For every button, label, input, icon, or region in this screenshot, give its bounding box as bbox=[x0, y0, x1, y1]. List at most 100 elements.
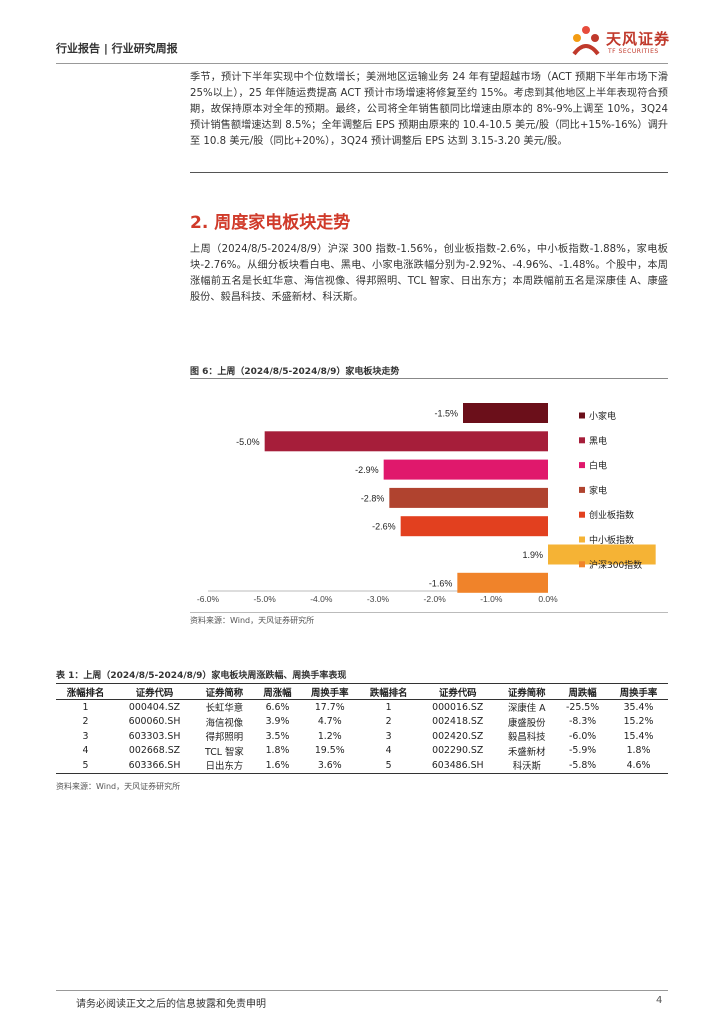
figure-top-rule bbox=[190, 378, 668, 379]
table-title: 表 1：上周（2024/8/5-2024/8/9）家电板块周涨跌幅、周换手率表现 bbox=[56, 671, 347, 681]
x-tick-label: -4.0% bbox=[310, 594, 333, 604]
table-header-cell: 证券简称 bbox=[194, 683, 255, 700]
table-cell: 日出东方 bbox=[194, 758, 255, 774]
table-cell: 002290.SZ bbox=[432, 745, 484, 757]
table-header-cell: 证券代码 bbox=[114, 683, 195, 700]
bar bbox=[457, 572, 548, 593]
bar bbox=[400, 516, 548, 537]
table-header-row: 涨幅排名 证券代码 证券简称 周涨幅 周换手率 跌幅排名 证券代码 证券简称 周跌幅 周换手率 bbox=[56, 683, 668, 700]
table-cell: 4 bbox=[385, 745, 392, 757]
table-cell: 19.5% bbox=[314, 745, 345, 757]
table-cell: 600060.SH bbox=[128, 716, 181, 728]
legend-swatch bbox=[579, 561, 585, 568]
table-header-cell: 证券代码 bbox=[418, 683, 498, 700]
figure-bottom-rule bbox=[190, 612, 668, 613]
table-cell: 15.4% bbox=[623, 730, 654, 742]
table-header-cell: 周跌幅 bbox=[556, 683, 609, 700]
paragraph-underline bbox=[190, 172, 668, 173]
logo-subtitle: TF SECURITIES bbox=[608, 48, 659, 55]
table-cell: 5 bbox=[56, 758, 115, 774]
table-row: 5 603366.SH 日出东方 1.6% 3.6% 5 603486.SH 科沃斯 -5.8%… bbox=[56, 758, 668, 774]
table-cell: 002418.SZ bbox=[432, 716, 484, 728]
table-cell: -8.3% bbox=[569, 716, 597, 728]
table-cell: 3.9% bbox=[265, 716, 290, 728]
table-header-cell: 周涨幅 bbox=[254, 683, 301, 700]
report-type-label: 行业报告 | 行业研究周报 bbox=[56, 42, 178, 55]
bar bbox=[463, 403, 548, 423]
paragraph-intro: 季节，预计下半年实现中个位数增长；美洲地区运输业务 24 年有望超越市场（ACT… bbox=[190, 72, 668, 147]
section-heading: 2. 周度家电板块走势 bbox=[190, 213, 351, 233]
table-cell: 5 bbox=[359, 758, 419, 774]
table-cell: -25.5% bbox=[566, 701, 600, 713]
disclaimer-text: 请务必阅读正文之后的信息披露和免责申明 bbox=[76, 999, 266, 1010]
table-cell: 1.2% bbox=[317, 730, 342, 742]
table-cell: 海信视像 bbox=[205, 717, 244, 729]
table-body: 1 000404.SZ 长虹华意 6.6% 17.7% 1 000016.SZ 深康佳 A -2… bbox=[56, 700, 668, 774]
legend-label: 黑电 bbox=[589, 435, 607, 447]
table-cell: 3 bbox=[385, 730, 392, 742]
legend-swatch bbox=[579, 462, 585, 469]
x-tick-label: -5.0% bbox=[254, 594, 277, 604]
table-cell: 1 bbox=[82, 701, 89, 713]
table-cell: 科沃斯 bbox=[497, 758, 557, 774]
x-tick-label: 0.0% bbox=[538, 594, 558, 604]
bar bbox=[389, 487, 548, 508]
legend-swatch bbox=[579, 412, 585, 419]
x-tick-label: -1.0% bbox=[480, 594, 503, 604]
table-cell: 603303.SH bbox=[128, 730, 181, 742]
table-cell: 禾盛新材 bbox=[508, 746, 546, 758]
figure-source: 资料来源：Wind，天风证券研究所 bbox=[190, 616, 315, 625]
legend-label: 家电 bbox=[589, 484, 607, 496]
table-cell: -5.8% bbox=[556, 758, 609, 774]
data-label: 1.9% bbox=[522, 550, 543, 560]
table-cell: TCL 智家 bbox=[205, 746, 244, 758]
bar bbox=[383, 459, 548, 480]
data-label: -1.5% bbox=[434, 409, 458, 419]
legend-label: 小家电 bbox=[589, 410, 616, 422]
table-cell: 深康佳 A bbox=[508, 703, 546, 715]
table-cell: 得邦照明 bbox=[205, 732, 244, 744]
x-tick-label: -3.0% bbox=[367, 594, 390, 604]
table-cell: 4.6% bbox=[608, 758, 668, 774]
data-label: -5.0% bbox=[236, 437, 260, 447]
legend-label: 中小板指数 bbox=[589, 534, 634, 546]
data-label: -2.6% bbox=[372, 522, 396, 532]
table-cell: 35.4% bbox=[623, 701, 654, 713]
table-cell: 002420.SZ bbox=[432, 730, 484, 742]
logo-name: 天风证券 bbox=[606, 30, 671, 48]
table-row: 1 000404.SZ 长虹华意 6.6% 17.7% 1 000016.SZ 深康佳 A -2… bbox=[56, 700, 668, 715]
footer-divider bbox=[56, 990, 668, 991]
data-label: -2.8% bbox=[361, 493, 385, 503]
legend-swatch bbox=[579, 511, 585, 518]
bar-chart: -6.0% -5.0% -4.0% -3.0% -2.0% -1.0% 0.0% -1.5% 小… bbox=[197, 403, 656, 604]
table-cell: 3.5% bbox=[265, 730, 290, 742]
table-cell: 6.6% bbox=[265, 701, 290, 713]
paragraph-weekly-summary: 上周（2024/8/5-2024/8/9）沪深 300 指数-1.56%，创业板… bbox=[190, 244, 668, 303]
figure-title: 图 6：上周（2024/8/5-2024/8/9）家电板块走势 bbox=[190, 367, 400, 377]
table-cell: 002668.SZ bbox=[128, 745, 181, 757]
table-cell: 康盛股份 bbox=[508, 717, 546, 729]
data-label: -1.6% bbox=[429, 578, 453, 588]
table-header-cell: 涨幅排名 bbox=[56, 683, 115, 700]
performance-table: 涨幅排名 证券代码 证券简称 周涨幅 周换手率 跌幅排名 证券代码 证券简称 周跌幅 周换手率 1… bbox=[56, 683, 668, 774]
table-cell: 1.8% bbox=[265, 745, 290, 757]
table-cell: 603486.SH bbox=[418, 758, 498, 774]
table-cell: 毅昌科技 bbox=[508, 732, 546, 744]
table-cell: 1 bbox=[385, 701, 392, 713]
table-source: 资料来源：Wind，天风证券研究所 bbox=[56, 782, 181, 791]
table-row: 2 600060.SH 海信视像 3.9% 4.7% 2 002418.SZ 康盛股份 -8.3… bbox=[56, 715, 668, 730]
legend-swatch bbox=[579, 437, 585, 444]
bar bbox=[548, 544, 656, 565]
table-cell: 长虹华意 bbox=[205, 703, 244, 715]
x-tick-label: -2.0% bbox=[424, 594, 447, 604]
data-label: -2.9% bbox=[355, 465, 379, 475]
table-cell: 2 bbox=[385, 716, 392, 728]
company-logo: 天风证券 TF SECURITIES bbox=[568, 24, 672, 60]
table-cell: 1.6% bbox=[254, 758, 301, 774]
header-divider bbox=[56, 63, 668, 64]
table-cell: 15.2% bbox=[623, 716, 654, 728]
table-cell: 000404.SZ bbox=[128, 701, 181, 713]
table-header-cell: 跌幅排名 bbox=[359, 683, 419, 700]
x-tick-label: -6.0% bbox=[197, 594, 220, 604]
table-cell: 1.8% bbox=[626, 745, 651, 757]
